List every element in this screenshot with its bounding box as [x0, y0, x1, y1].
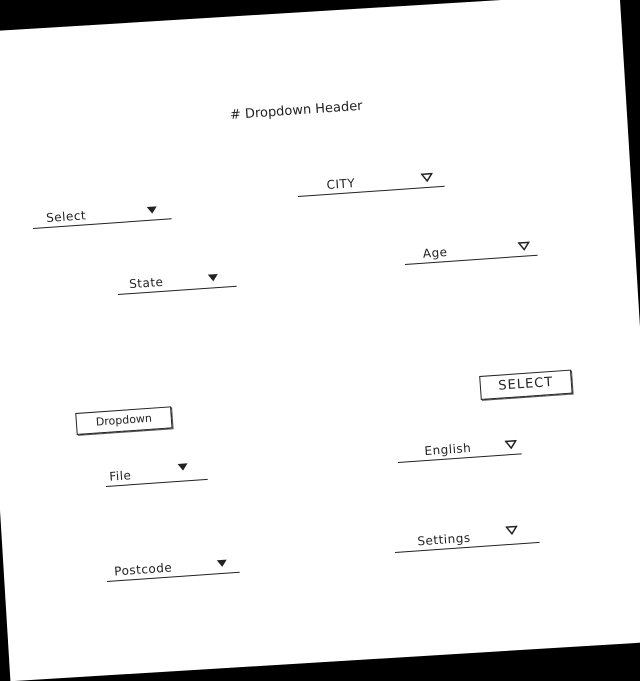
dropdown-label: File: [108, 468, 132, 484]
dropdown-label: CITY: [326, 175, 356, 192]
dropdown[interactable]: English: [396, 435, 522, 463]
arrow: [216, 559, 227, 567]
dropdown-label: State: [128, 274, 164, 292]
dropdown-label: Age: [422, 245, 449, 261]
dropdown[interactable]: Age: [403, 236, 538, 265]
arrow: [505, 525, 518, 536]
arrow: [207, 273, 218, 282]
sketch: # Dropdown Header CITY Select State Age …: [31, 98, 573, 582]
dropdown[interactable]: Select: [31, 200, 172, 229]
dropdown-label: Settings: [416, 530, 472, 549]
dropdown[interactable]: Postcode: [105, 553, 240, 582]
arrow: [517, 241, 531, 251]
dropdown-label: English: [424, 440, 472, 459]
arrow: [504, 439, 518, 450]
dropdown[interactable]: CITY: [296, 167, 445, 197]
dropdown-label: Postcode: [113, 560, 173, 579]
arrow: [146, 206, 157, 214]
page-title: # Dropdown Header: [229, 98, 364, 123]
dropdown[interactable]: Settings: [393, 523, 540, 553]
select-button[interactable]: SELECT: [479, 369, 573, 400]
arrow: [420, 172, 434, 183]
arrow: [177, 463, 188, 471]
dropdown[interactable]: State: [116, 267, 237, 295]
dropdown[interactable]: File: [104, 460, 208, 487]
dropdown-label: Select: [45, 208, 87, 226]
dropdown-button[interactable]: Dropdown: [75, 406, 173, 435]
